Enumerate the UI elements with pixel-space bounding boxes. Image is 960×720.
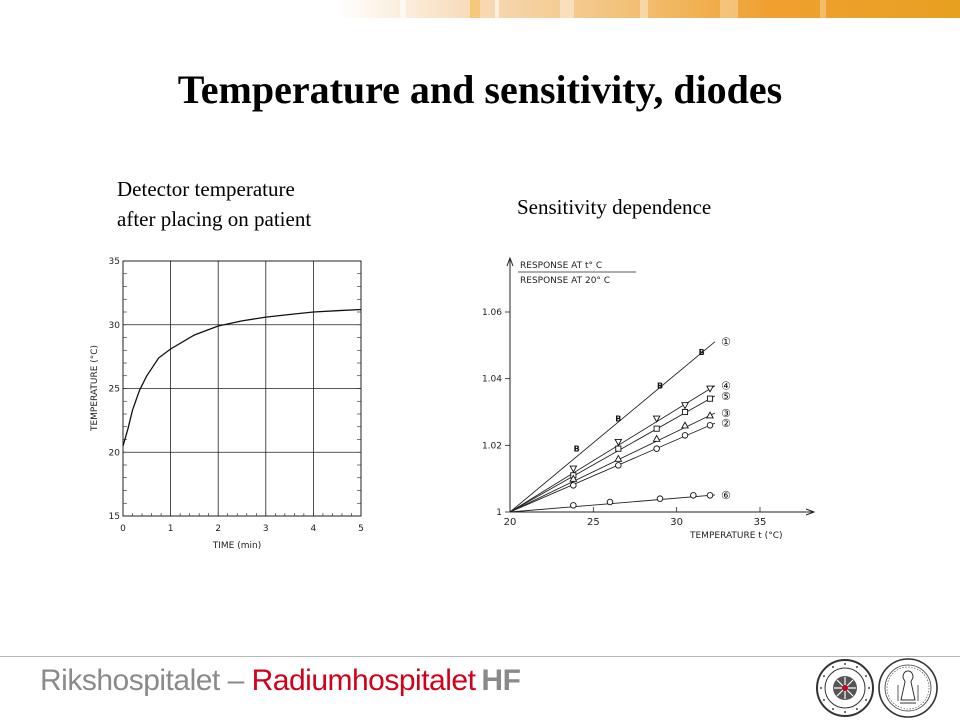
caption-detector-temperature: Detector temperature after placing on pa… xyxy=(117,174,387,234)
chart-right-ytick-label: 1.06 xyxy=(482,308,502,318)
chart-right-series-label: ④ xyxy=(721,380,731,393)
chart-left-xtick-label: 3 xyxy=(263,524,269,534)
chart-right-point xyxy=(606,498,614,506)
chart-right-point xyxy=(690,492,697,499)
university-of-oslo-seal-icon xyxy=(878,658,938,718)
chart-right-series-line xyxy=(509,385,716,513)
chart-left-xtick-label: 2 xyxy=(215,524,221,534)
chart-right-ytick-label: 1.02 xyxy=(482,441,502,451)
chart-right-y-arrow xyxy=(506,256,514,267)
chart-right-series-label: ② xyxy=(721,417,731,430)
chart-right-background xyxy=(466,246,826,556)
chart-right-xtick-label: 30 xyxy=(670,517,683,528)
chart-right-point xyxy=(656,495,664,502)
chart-right-point xyxy=(615,462,622,469)
chart-right-point xyxy=(706,395,714,402)
chart-right-point xyxy=(614,454,623,462)
chart-left-ytick-label: 30 xyxy=(109,321,121,331)
chart-right-point xyxy=(614,438,623,447)
chart-left-xtick-label: 5 xyxy=(358,524,364,534)
chart-right-xlabel: TEMPERATURE t (°C) xyxy=(689,531,783,541)
chart-left-ytick-label: 15 xyxy=(109,512,120,522)
chart-right-series-line xyxy=(509,341,716,513)
footer-divider xyxy=(0,656,960,657)
chart-right-point xyxy=(569,465,578,473)
chart-left-xtick-label: 0 xyxy=(120,524,126,534)
slide-title: Temperature and sensitivity, diodes xyxy=(177,67,783,112)
chart-right-point: B xyxy=(699,348,705,357)
chart-right-point xyxy=(615,445,622,452)
chart-left-ytick-label: 25 xyxy=(109,385,120,395)
footer-part3: HF xyxy=(481,664,521,697)
chart-right-point xyxy=(570,502,577,509)
footer-part1: Rikshospitalet xyxy=(40,664,220,697)
footer-part2: Radiumhospitalet xyxy=(251,664,476,697)
chart-left-background xyxy=(74,248,374,558)
chart-right-x-arrow xyxy=(805,508,816,516)
chart-right-series-label: ⑤ xyxy=(721,390,731,403)
chart-right-xtick-label: 20 xyxy=(504,517,517,528)
chart-left-ylabel: TEMPERATURE (°C) xyxy=(90,345,100,432)
chart-right-series-line xyxy=(509,422,716,513)
chart-right-ylabel-denominator: RESPONSE AT 20° C xyxy=(520,276,610,286)
chart-right-point xyxy=(706,385,714,393)
chart-right-point xyxy=(681,432,689,439)
chart-right-series-line xyxy=(509,412,716,513)
chart-right-point xyxy=(653,445,660,452)
chart-right-point xyxy=(652,434,661,442)
chart-right-point xyxy=(653,425,660,432)
chart-right-series-label: ③ xyxy=(721,407,731,420)
chart-right-point xyxy=(569,474,578,482)
chart-left-series-line xyxy=(122,308,362,447)
chart-right-series-line xyxy=(509,395,716,513)
caption-sensitivity-dependence: Sensitivity dependence xyxy=(517,195,712,219)
temperature-time-chart: 0 1 2 3 4 5 15 20 25 30 35 TIME (min) TEMPERATURE … xyxy=(74,248,374,558)
footer-hospital-name: Rikshospitalet – Radiumhospitalet HF xyxy=(40,664,521,698)
sensitivity-temperature-chart: 20 25 30 35 1 1.02 1.04 1.06 B B B B ① ④⑤ ③② ⑥ RESPONS… xyxy=(466,246,826,556)
top-decorative-bar xyxy=(0,0,960,18)
chart-right-point: B xyxy=(574,445,580,454)
norwegian-radium-hospital-seal-icon xyxy=(816,659,874,717)
chart-right-point xyxy=(681,402,689,410)
chart-right-xtick-label: 35 xyxy=(754,517,767,528)
caption-left-line1: Detector temperature xyxy=(117,177,295,201)
chart-right-point xyxy=(652,415,661,423)
chart-right-point xyxy=(570,482,577,489)
chart-right-point xyxy=(681,421,689,429)
footer-separator: – xyxy=(219,664,252,697)
caption-left-line2: after placing on patient xyxy=(117,207,312,231)
chart-right-series-label: ⑥ xyxy=(721,489,731,502)
chart-right-ytick-label: 1.04 xyxy=(482,375,502,385)
chart-left-xtick-label: 4 xyxy=(311,524,317,534)
chart-right-ytick-label: 1 xyxy=(496,508,502,518)
chart-left-xlabel: TIME (min) xyxy=(212,541,261,551)
chart-left-ytick-label: 20 xyxy=(109,448,121,458)
chart-right-series-label: ① xyxy=(721,336,731,349)
chart-right-point xyxy=(706,422,714,429)
chart-left-xtick-label: 1 xyxy=(168,524,174,534)
chart-right-point: B xyxy=(657,381,663,390)
chart-right-xtick-label: 25 xyxy=(587,517,600,528)
chart-right-point xyxy=(681,408,689,416)
chart-left-ytick-label: 35 xyxy=(109,257,120,267)
chart-right-point: B xyxy=(615,415,621,424)
chart-right-point xyxy=(706,492,714,499)
chart-right-point xyxy=(706,411,714,419)
chart-right-ylabel-numerator: RESPONSE AT t° C xyxy=(520,261,602,271)
